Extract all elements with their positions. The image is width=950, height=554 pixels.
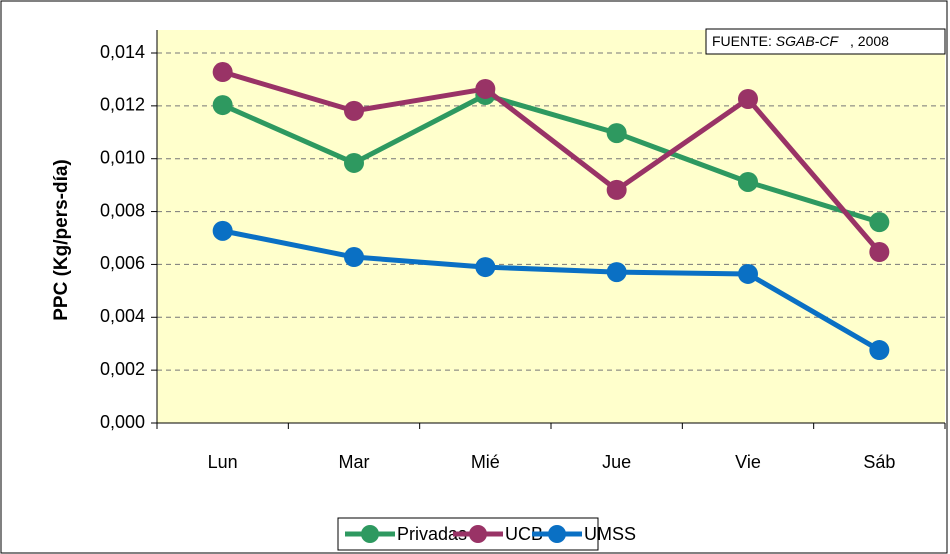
data-point: [344, 152, 364, 173]
data-point: [212, 62, 233, 83]
data-point: [344, 100, 364, 121]
data-point: [738, 263, 758, 284]
x-tick-label: Sáb: [863, 452, 895, 472]
legend-marker: [548, 525, 566, 543]
source-prefix: FUENTE:: [712, 33, 772, 49]
data-point: [344, 247, 364, 268]
x-tick-label: Lun: [208, 452, 238, 472]
source-box: [705, 28, 946, 55]
x-tick-label: Vie: [735, 452, 761, 472]
series-line: [221, 69, 882, 254]
source-name: SGAB-CF: [776, 33, 840, 49]
data-point: [475, 78, 496, 99]
y-tick-label: 0,010: [100, 147, 145, 167]
y-tick-label: 0,012: [100, 95, 145, 115]
data-point: [738, 171, 758, 192]
legend-label: UCB: [505, 524, 543, 544]
legend-marker: [361, 525, 379, 543]
x-tick-label: Mar: [339, 452, 370, 472]
data-point: [869, 212, 890, 233]
legend-label: Privadas: [397, 524, 467, 544]
y-tick-label: 0,004: [100, 306, 145, 326]
series-line: [221, 92, 881, 225]
source-text: FUENTE: SGAB-CF , 2008: [712, 33, 889, 49]
data-point: [212, 95, 233, 116]
series-line: [222, 228, 881, 353]
x-tick-label: Jue: [602, 452, 631, 472]
y-tick-label: 0,002: [100, 359, 145, 379]
x-tick-label: Mié: [471, 452, 500, 472]
data-point: [475, 257, 496, 278]
data-point: [606, 262, 627, 283]
y-tick-label: 0,000: [100, 412, 145, 432]
legend-marker: [469, 525, 487, 543]
data-point: [212, 220, 233, 241]
data-point: [869, 242, 890, 263]
data-point: [738, 88, 758, 109]
plot-area: [157, 30, 945, 423]
y-tick-label: 0,014: [100, 42, 145, 62]
y-tick-label: 0,008: [100, 200, 145, 220]
source-suffix: , 2008: [850, 33, 889, 49]
y-axis-label: PPC (Kg/pers-día): [51, 159, 72, 321]
data-point: [606, 179, 627, 200]
legend-label: UMSS: [584, 524, 636, 544]
data-point: [606, 123, 627, 144]
data-point: [869, 340, 890, 361]
y-tick-label: 0,006: [100, 253, 145, 273]
